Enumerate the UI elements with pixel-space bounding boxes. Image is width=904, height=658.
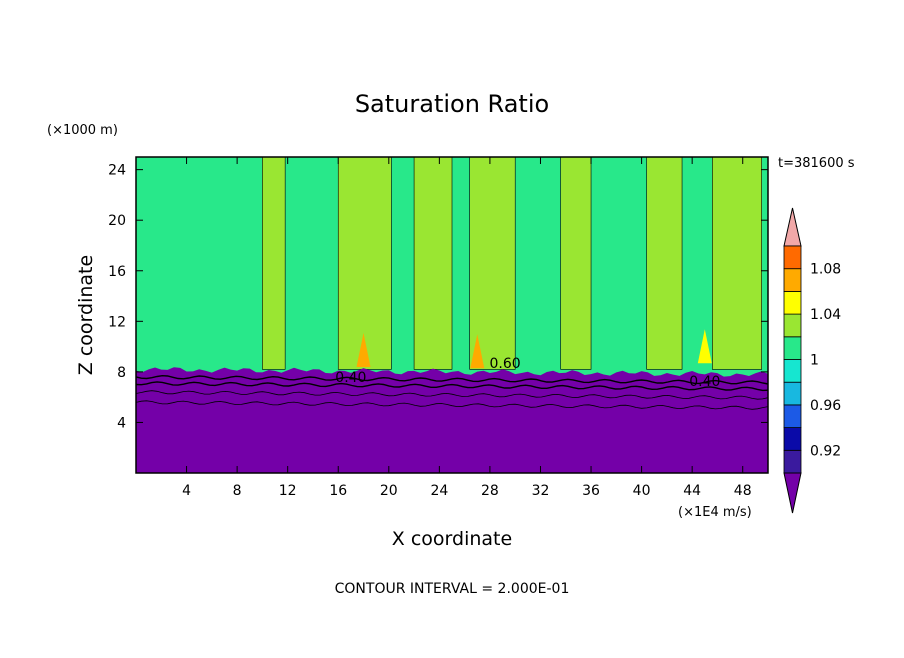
y-axis-unit: (×1000 m) (47, 123, 118, 138)
hotspot-0 (470, 334, 485, 369)
x-tick-label-6: 28 (481, 483, 499, 499)
field-band-5 (646, 156, 683, 370)
contour-interval-footer: CONTOUR INTERVAL = 2.000E-01 (335, 581, 570, 597)
colorbar-over-triangle (783, 207, 802, 247)
colorbar-label-1: 0.96 (810, 398, 841, 414)
x-tick-label-8: 36 (582, 483, 600, 499)
field-band-1 (337, 156, 392, 370)
y-axis-ticks: 4 8 12 16 20 24 (108, 163, 768, 431)
time-label: t=381600 s (778, 156, 855, 171)
colorbar-segment-1 (783, 427, 802, 451)
colorbar-segment-7 (783, 290, 802, 315)
x-tick-label-11: 48 (734, 483, 752, 499)
colorbar: 0.92 0.96 1 1.04 1.08 (783, 207, 841, 514)
colorbar-segment-0 (783, 449, 802, 474)
colorbar-label-0: 0.92 (810, 443, 841, 459)
x-tick-label-3: 16 (329, 483, 347, 499)
contour-label-0: 0.40 (335, 370, 366, 386)
x-axis-label: X coordinate (392, 528, 512, 550)
plot-frame (135, 156, 769, 474)
field-band-4 (560, 156, 592, 370)
colorbar-segment-2 (783, 404, 802, 428)
y-tick-label-5: 24 (108, 163, 126, 179)
colorbar-label-3: 1.04 (810, 307, 841, 323)
field-band-6 (712, 156, 762, 370)
y-tick-label-0: 4 (117, 415, 126, 431)
x-tick-label-5: 24 (430, 483, 448, 499)
y-tick-label-3: 16 (108, 264, 126, 280)
y-tick-label-4: 20 (108, 213, 126, 229)
plot-field (136, 156, 768, 473)
colorbar-segment-9 (783, 245, 802, 270)
colorbar-segment-5 (783, 336, 802, 360)
contour-labels: 0.40 0.60 0.40 (335, 356, 720, 390)
x-axis-ticks: 4 8 12 16 20 24 28 32 36 40 44 48 (182, 157, 752, 499)
contour-lines (135, 374, 769, 410)
y-tick-label-1: 8 (117, 365, 126, 381)
x-tick-label-9: 40 (633, 483, 651, 499)
contour-line-1 (135, 381, 769, 392)
contour-label-1: 0.60 (490, 356, 521, 372)
x-tick-label-4: 20 (380, 483, 398, 499)
colorbar-segment-6 (783, 313, 802, 338)
chart-title: Saturation Ratio (355, 90, 549, 118)
field-band-2 (413, 156, 453, 370)
contour-label-2: 0.40 (689, 374, 720, 390)
x-axis-unit: (×1E4 m/s) (678, 505, 752, 520)
hotspot-1 (697, 329, 712, 364)
contour-line-0 (135, 374, 769, 385)
y-axis-label: Z coordinate (75, 255, 97, 375)
contour-line-3 (135, 400, 769, 410)
colorbar-under-triangle (783, 472, 802, 514)
field-band-3 (469, 156, 516, 370)
x-tick-label-1: 8 (233, 483, 242, 499)
colorbar-segment-8 (783, 268, 802, 292)
x-tick-label-10: 44 (683, 483, 701, 499)
colorbar-segment-3 (783, 381, 802, 406)
colorbar-segment-4 (783, 359, 802, 383)
contour-line-2 (135, 390, 769, 400)
y-tick-label-2: 12 (108, 314, 126, 330)
colorbar-label-2: 1 (810, 353, 819, 369)
x-tick-label-7: 32 (532, 483, 550, 499)
colorbar-label-4: 1.08 (810, 262, 841, 278)
hotspot-2 (356, 333, 371, 368)
field-band-0 (262, 156, 286, 370)
x-tick-label-2: 12 (279, 483, 297, 499)
field-lower-layer (136, 367, 768, 473)
x-tick-label-0: 4 (182, 483, 191, 499)
